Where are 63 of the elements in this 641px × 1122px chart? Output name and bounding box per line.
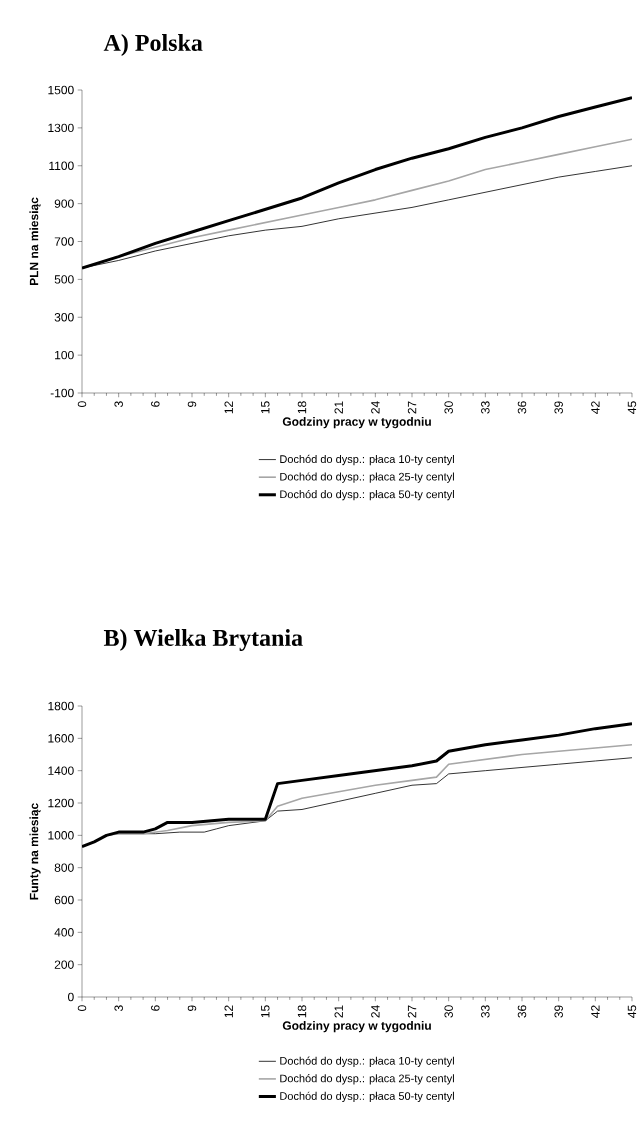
x-tick-label: 27 [407, 401, 417, 414]
y-tick-label: 700 [54, 237, 74, 246]
x-tick-label: 42 [591, 1005, 600, 1018]
y-tick-label: 1200 [48, 798, 74, 808]
chart-title: B) Wielka Brytania [103, 629, 303, 651]
x-tick-label: 33 [481, 1005, 490, 1018]
y-tick-label: 900 [54, 199, 74, 208]
x-tick-label: 12 [224, 1005, 233, 1018]
x-tick-label: 18 [297, 1005, 307, 1018]
legend-label: Dochód do dysp.: płaca 25-ty centyl [280, 1074, 454, 1085]
x-axis-title: Godziny pracy w tygodniu [282, 1021, 431, 1033]
y-tick-label: 100 [55, 350, 74, 360]
x-tick-label: 24 [371, 1005, 380, 1018]
x-tick-label: 12 [224, 401, 233, 414]
y-axis-title: Funty na miesiąc [29, 803, 41, 900]
y-tick-label: 300 [54, 313, 74, 322]
x-tick-label: 21 [334, 401, 343, 414]
x-tick-label: 36 [517, 1005, 527, 1018]
y-tick-label: 1400 [48, 766, 74, 775]
x-tick-label: 39 [554, 401, 563, 414]
x-tick-label: 6 [151, 401, 160, 407]
y-tick-label: 1500 [48, 85, 74, 95]
y-tick-label: 1300 [48, 123, 74, 133]
chart-title: A) Polska [103, 34, 203, 56]
y-tick-label: 600 [54, 895, 74, 905]
legend-label: Dochód do dysp.: płaca 50-ty centyl [280, 1091, 454, 1103]
x-tick-label: 9 [187, 401, 197, 407]
x-tick-label: 30 [444, 401, 453, 414]
x-tick-label: 39 [554, 1005, 563, 1018]
x-tick-label: 15 [261, 401, 270, 414]
x-tick-label: 3 [114, 401, 123, 408]
x-tick-label: 45 [627, 1005, 637, 1018]
y-axis-title: PLN na miesiąc [29, 197, 41, 286]
y-tick-label: 1600 [48, 734, 74, 743]
legend-label: Dochód do dysp.: płaca 10-ty centyl [280, 1056, 454, 1067]
legend-label: Dochód do dysp.: płaca 10-ty centyl [280, 454, 454, 466]
x-tick-label: 0 [77, 401, 87, 408]
y-tick-label: 800 [54, 863, 74, 872]
y-tick-label: 400 [54, 928, 74, 937]
x-tick-label: 3 [114, 1005, 123, 1012]
x-tick-label: 36 [517, 401, 527, 414]
x-tick-label: 33 [481, 401, 490, 414]
y-tick-label: 1800 [48, 701, 74, 711]
x-tick-label: 6 [151, 1005, 160, 1011]
y-tick-label: 0 [68, 992, 74, 1002]
legend-label: Dochód do dysp.: płaca 25-ty centyl [280, 472, 454, 483]
x-tick-label: 15 [261, 1005, 270, 1018]
x-tick-label: 0 [77, 1005, 87, 1012]
x-tick-label: 21 [334, 1005, 343, 1018]
x-tick-label: 45 [627, 401, 637, 414]
y-tick-label: 500 [54, 275, 74, 284]
x-tick-label: 9 [187, 1005, 197, 1011]
y-tick-label: 1000 [48, 831, 74, 840]
x-axis-title: Godziny pracy w tygodniu [282, 417, 431, 429]
x-tick-label: 24 [371, 401, 380, 414]
y-tick-label: 200 [54, 960, 74, 969]
x-tick-label: 18 [297, 401, 307, 414]
y-tick-label: 1100 [49, 161, 74, 170]
x-tick-label: 27 [407, 1005, 417, 1018]
x-tick-label: 42 [591, 401, 600, 414]
y-tick-label: -100 [50, 388, 74, 398]
x-tick-label: 30 [444, 1005, 453, 1018]
legend-label: Dochód do dysp.: płaca 50-ty centyl [280, 489, 454, 501]
